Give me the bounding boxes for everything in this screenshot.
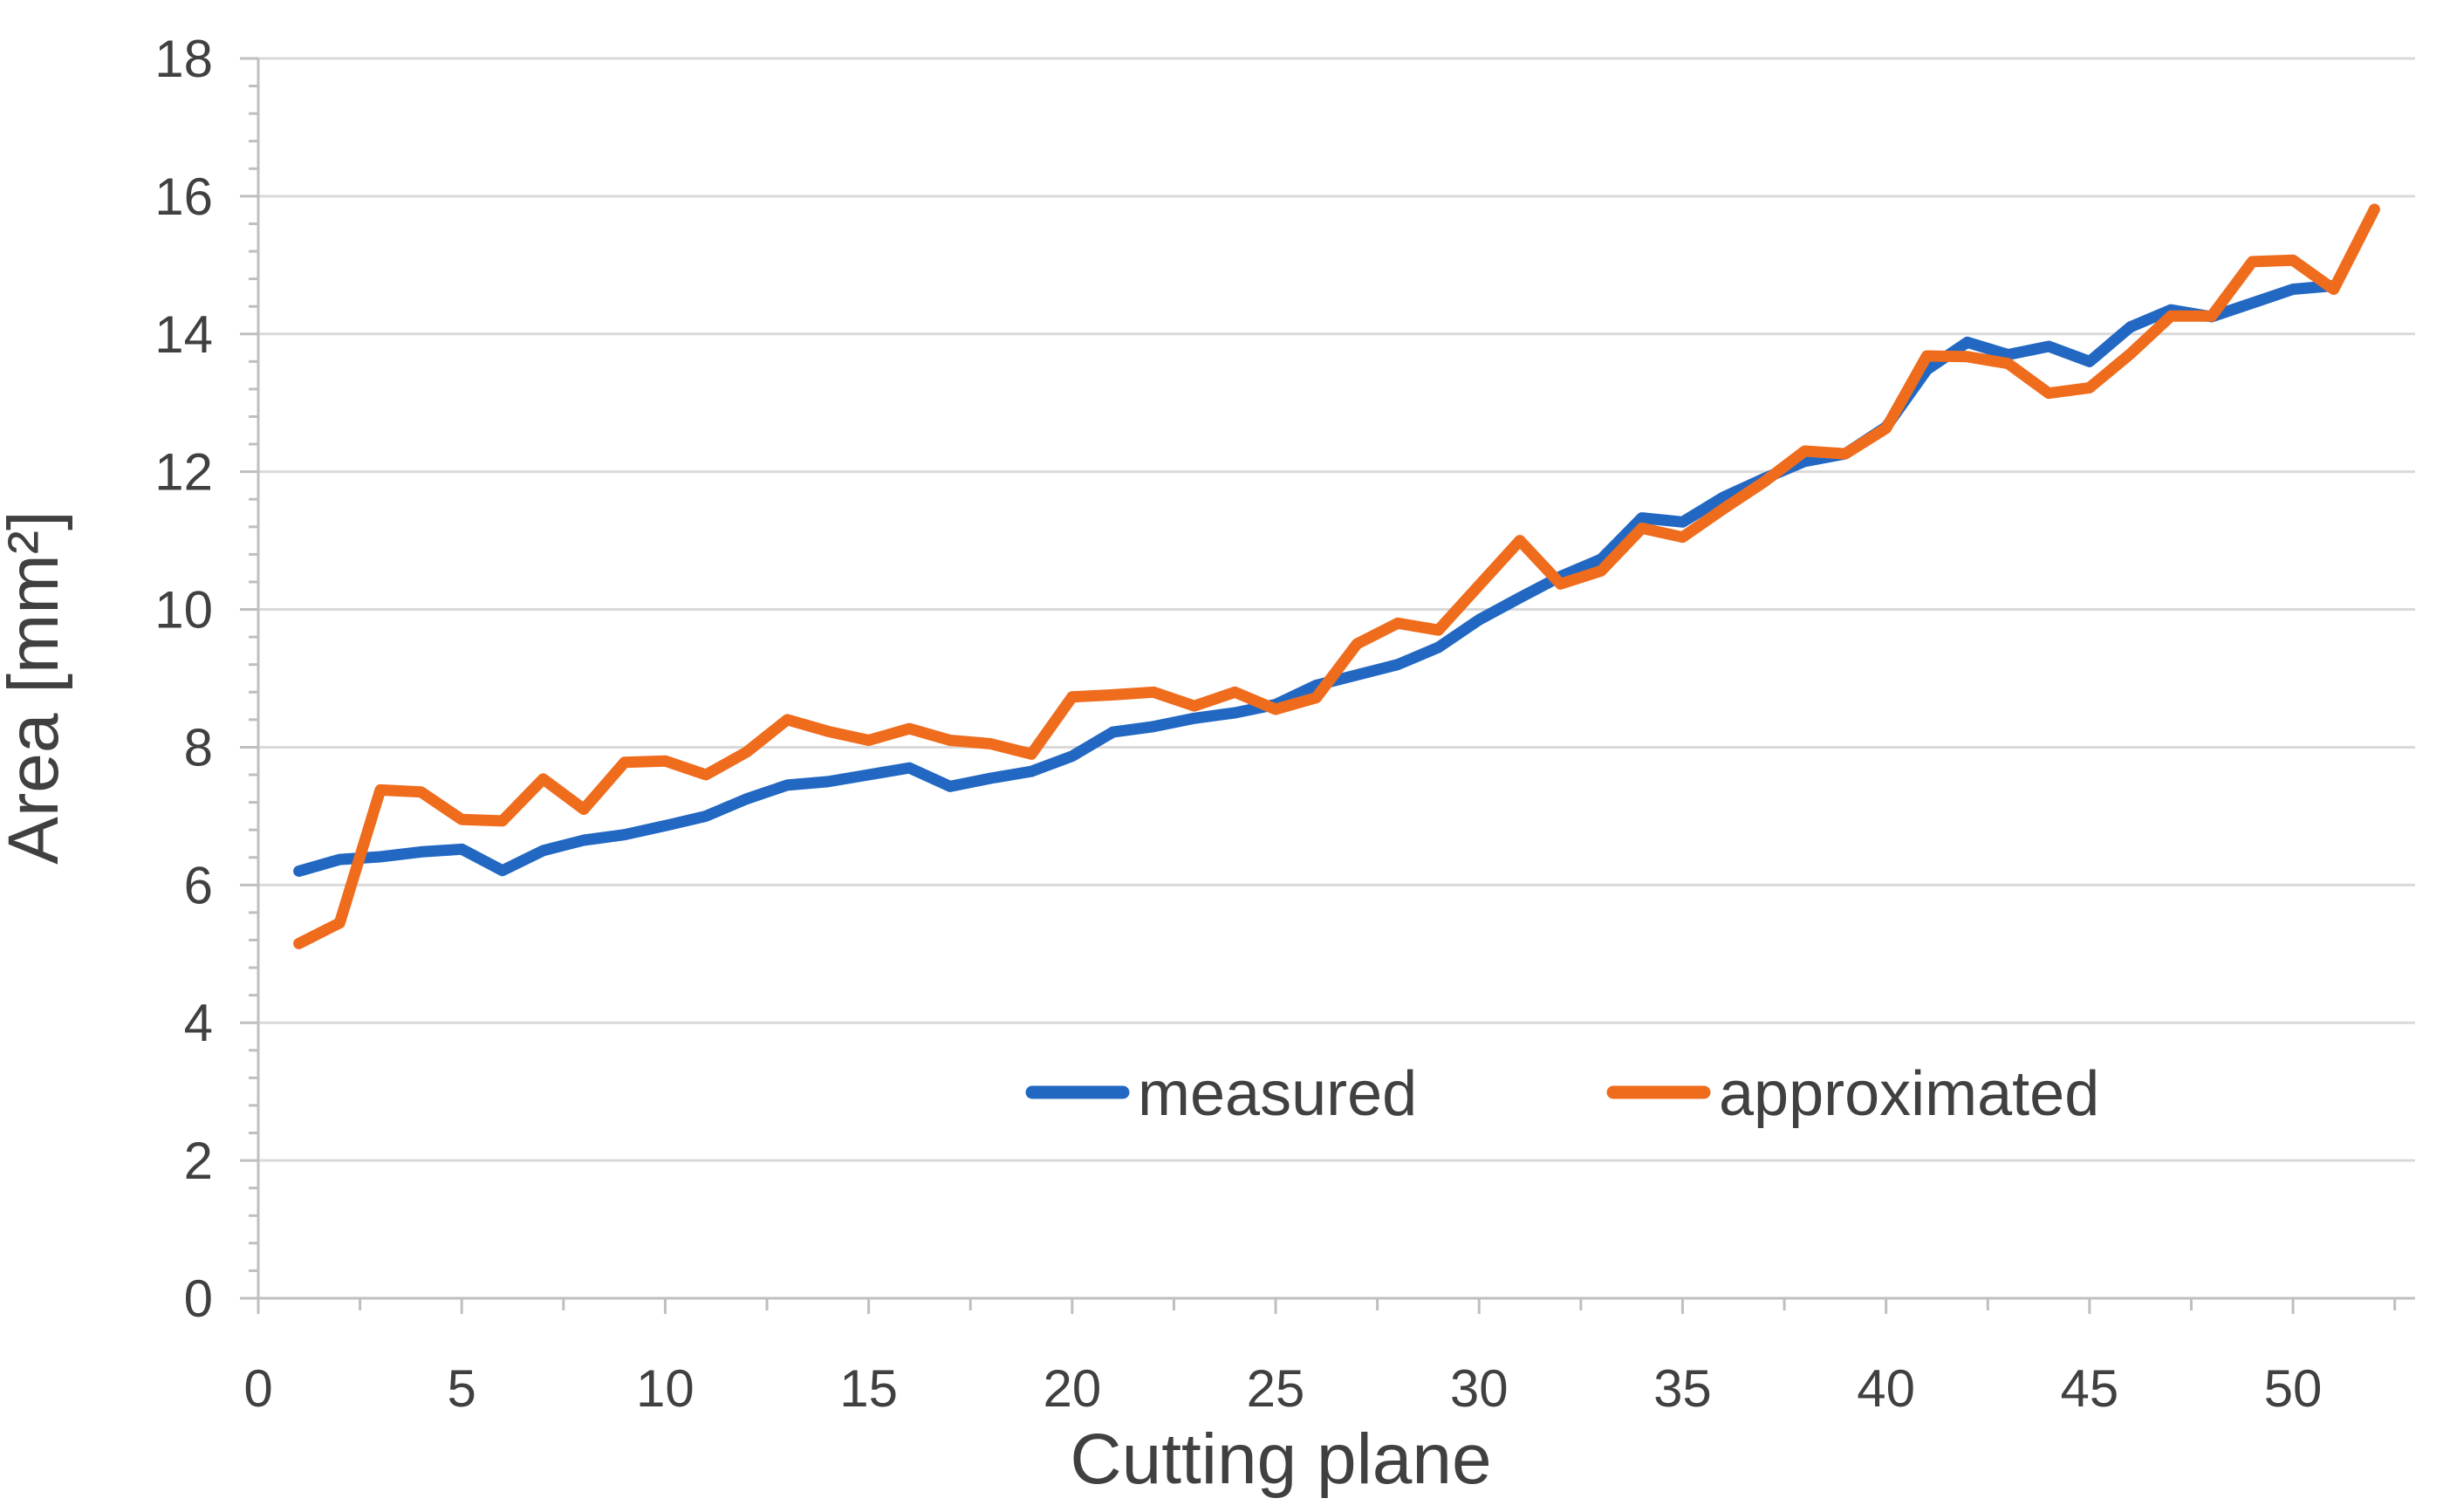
measured-label: measured (1138, 1059, 1417, 1129)
x-tick-label-5: 5 (448, 1359, 476, 1418)
y-tick-label-16: 16 (154, 168, 213, 226)
y-axis-title: Area [mm²] (0, 510, 73, 864)
y-axis-tick-labels: 0 2 4 6 8 10 12 14 16 18 (154, 30, 213, 1328)
y-tick-label-0: 0 (184, 1269, 213, 1328)
legend-item-approximated: approximated (1606, 1059, 2099, 1129)
legend: measured approximated (1025, 1059, 2099, 1129)
y-tick-label-12: 12 (154, 443, 213, 502)
approximated-label: approximated (1719, 1059, 2099, 1129)
x-tick-label-35: 35 (1653, 1359, 1712, 1418)
axes (257, 58, 2415, 1300)
y-tick-label-4: 4 (184, 994, 213, 1052)
y-tick-label-2: 2 (184, 1132, 213, 1190)
y-tick-label-14: 14 (154, 305, 213, 364)
y-axis-ticks (240, 57, 258, 1300)
x-tick-label-45: 45 (2060, 1359, 2118, 1418)
x-tick-label-50: 50 (2264, 1359, 2323, 1418)
x-tick-label-15: 15 (839, 1359, 898, 1418)
x-tick-label-10: 10 (636, 1359, 695, 1418)
horizontal-gridlines (258, 57, 2415, 1162)
y-tick-label-6: 6 (184, 856, 213, 914)
x-tick-label-30: 30 (1450, 1359, 1509, 1418)
x-tick-label-40: 40 (1857, 1359, 1915, 1418)
data-series (293, 203, 2380, 949)
x-axis-tick-labels: 0 5 10 15 20 25 30 35 40 45 50 (243, 1359, 2322, 1418)
approximated-line (293, 203, 2380, 949)
x-axis-ticks (257, 1298, 2397, 1314)
x-tick-label-20: 20 (1043, 1359, 1101, 1418)
x-tick-label-25: 25 (1247, 1359, 1305, 1418)
y-tick-label-18: 18 (154, 30, 213, 88)
y-tick-label-10: 10 (154, 581, 213, 640)
x-tick-label-0: 0 (243, 1359, 272, 1418)
y-tick-label-8: 8 (184, 718, 213, 777)
x-axis-title: Cutting plane (1070, 1420, 1491, 1499)
measured-line (293, 280, 2340, 877)
legend-item-measured: measured (1025, 1059, 1417, 1129)
